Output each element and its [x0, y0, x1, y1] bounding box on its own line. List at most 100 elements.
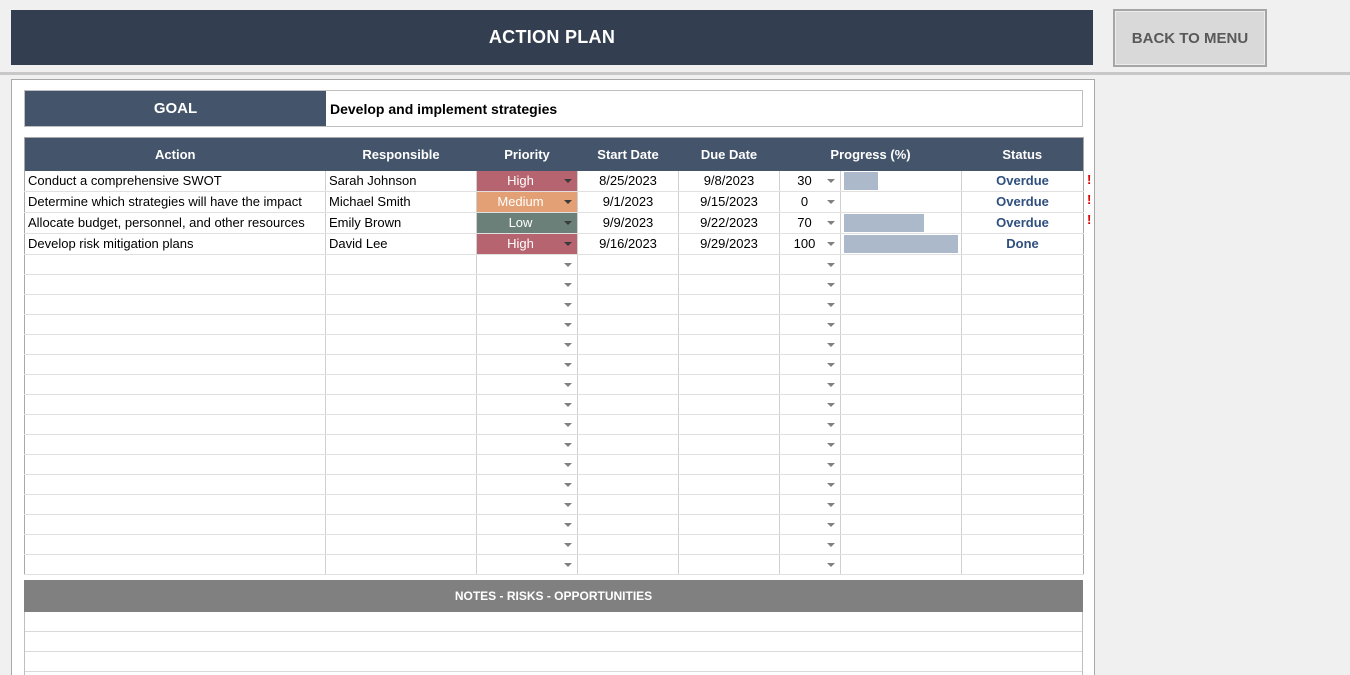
chevron-down-icon[interactable]: [564, 542, 572, 547]
action-cell[interactable]: [24, 394, 326, 415]
start-date-cell[interactable]: [577, 554, 679, 575]
chevron-down-icon[interactable]: [564, 262, 572, 267]
chevron-down-icon[interactable]: [827, 502, 835, 507]
chevron-down-icon[interactable]: [827, 342, 835, 347]
priority-select[interactable]: [476, 534, 578, 555]
responsible-cell[interactable]: [325, 454, 477, 475]
start-date-cell[interactable]: [577, 274, 679, 295]
action-cell[interactable]: Determine which strategies will have the…: [24, 191, 326, 213]
priority-select[interactable]: [476, 474, 578, 495]
due-date-cell[interactable]: [678, 434, 780, 455]
chevron-down-icon[interactable]: [564, 220, 572, 225]
priority-select[interactable]: [476, 274, 578, 295]
chevron-down-icon[interactable]: [564, 178, 572, 183]
action-cell[interactable]: Conduct a comprehensive SWOT: [24, 170, 326, 192]
progress-select[interactable]: [779, 394, 841, 415]
action-cell[interactable]: [24, 334, 326, 355]
due-date-cell[interactable]: [678, 254, 780, 275]
chevron-down-icon[interactable]: [827, 402, 835, 407]
progress-select[interactable]: 30: [779, 170, 841, 192]
chevron-down-icon[interactable]: [564, 302, 572, 307]
start-date-cell[interactable]: [577, 254, 679, 275]
due-date-cell[interactable]: [678, 334, 780, 355]
responsible-cell[interactable]: [325, 274, 477, 295]
priority-select[interactable]: [476, 434, 578, 455]
progress-select[interactable]: [779, 514, 841, 535]
chevron-down-icon[interactable]: [564, 462, 572, 467]
chevron-down-icon[interactable]: [827, 462, 835, 467]
chevron-down-icon[interactable]: [827, 482, 835, 487]
progress-select[interactable]: [779, 354, 841, 375]
start-date-cell[interactable]: [577, 494, 679, 515]
progress-select[interactable]: [779, 374, 841, 395]
progress-select[interactable]: [779, 254, 841, 275]
progress-select[interactable]: [779, 294, 841, 315]
progress-select[interactable]: [779, 314, 841, 335]
action-cell[interactable]: [24, 534, 326, 555]
progress-select[interactable]: 100: [779, 233, 841, 255]
progress-select[interactable]: 0: [779, 191, 841, 213]
responsible-cell[interactable]: [325, 374, 477, 395]
chevron-down-icon[interactable]: [827, 362, 835, 367]
start-date-cell[interactable]: [577, 434, 679, 455]
due-date-cell[interactable]: 9/22/2023: [678, 212, 780, 234]
start-date-cell[interactable]: [577, 294, 679, 315]
due-date-cell[interactable]: [678, 374, 780, 395]
responsible-cell[interactable]: Sarah Johnson: [325, 170, 477, 192]
action-cell[interactable]: [24, 514, 326, 535]
action-cell[interactable]: [24, 554, 326, 575]
chevron-down-icon[interactable]: [827, 199, 835, 204]
priority-select[interactable]: [476, 354, 578, 375]
action-cell[interactable]: [24, 314, 326, 335]
chevron-down-icon[interactable]: [564, 522, 572, 527]
progress-select[interactable]: [779, 474, 841, 495]
chevron-down-icon[interactable]: [564, 342, 572, 347]
chevron-down-icon[interactable]: [827, 522, 835, 527]
responsible-cell[interactable]: [325, 334, 477, 355]
chevron-down-icon[interactable]: [827, 562, 835, 567]
chevron-down-icon[interactable]: [827, 262, 835, 267]
due-date-cell[interactable]: [678, 314, 780, 335]
priority-select[interactable]: [476, 314, 578, 335]
action-cell[interactable]: Allocate budget, personnel, and other re…: [24, 212, 326, 234]
progress-select[interactable]: [779, 274, 841, 295]
due-date-cell[interactable]: 9/15/2023: [678, 191, 780, 213]
chevron-down-icon[interactable]: [827, 302, 835, 307]
start-date-cell[interactable]: [577, 514, 679, 535]
action-cell[interactable]: [24, 434, 326, 455]
action-cell[interactable]: [24, 294, 326, 315]
due-date-cell[interactable]: [678, 294, 780, 315]
chevron-down-icon[interactable]: [564, 199, 572, 204]
start-date-cell[interactable]: 8/25/2023: [577, 170, 679, 192]
due-date-cell[interactable]: [678, 554, 780, 575]
responsible-cell[interactable]: [325, 514, 477, 535]
start-date-cell[interactable]: [577, 354, 679, 375]
chevron-down-icon[interactable]: [564, 382, 572, 387]
priority-select[interactable]: [476, 294, 578, 315]
progress-select[interactable]: [779, 554, 841, 575]
start-date-cell[interactable]: [577, 374, 679, 395]
responsible-cell[interactable]: David Lee: [325, 233, 477, 255]
due-date-cell[interactable]: [678, 414, 780, 435]
priority-select[interactable]: [476, 374, 578, 395]
priority-select[interactable]: [476, 334, 578, 355]
notes-line[interactable]: [24, 651, 1083, 652]
due-date-cell[interactable]: [678, 494, 780, 515]
responsible-cell[interactable]: [325, 474, 477, 495]
notes-line[interactable]: [24, 631, 1083, 632]
due-date-cell[interactable]: [678, 534, 780, 555]
action-cell[interactable]: [24, 454, 326, 475]
start-date-cell[interactable]: [577, 414, 679, 435]
responsible-cell[interactable]: Michael Smith: [325, 191, 477, 213]
responsible-cell[interactable]: [325, 314, 477, 335]
responsible-cell[interactable]: [325, 394, 477, 415]
chevron-down-icon[interactable]: [827, 241, 835, 246]
chevron-down-icon[interactable]: [564, 482, 572, 487]
start-date-cell[interactable]: 9/9/2023: [577, 212, 679, 234]
due-date-cell[interactable]: [678, 394, 780, 415]
start-date-cell[interactable]: 9/16/2023: [577, 233, 679, 255]
responsible-cell[interactable]: [325, 494, 477, 515]
start-date-cell[interactable]: [577, 394, 679, 415]
chevron-down-icon[interactable]: [827, 322, 835, 327]
action-cell[interactable]: Develop risk mitigation plans: [24, 233, 326, 255]
